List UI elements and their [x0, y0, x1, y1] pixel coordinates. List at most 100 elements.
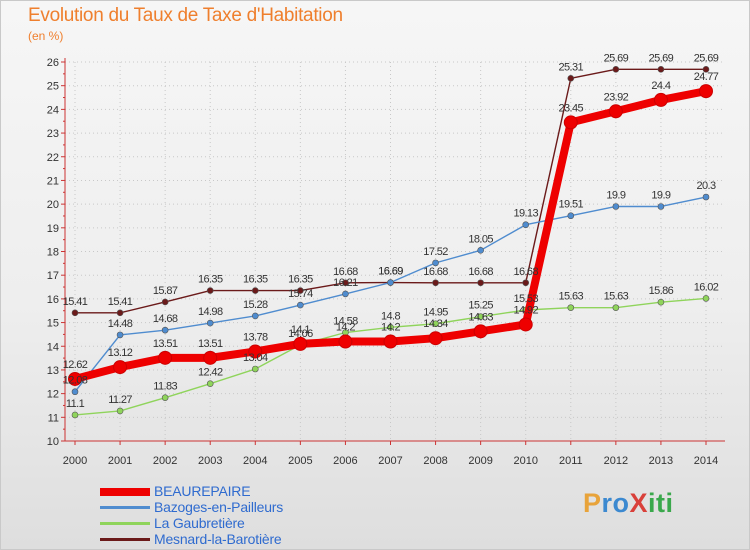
data-label-bazoges-en-pailleurs: 16.21: [333, 277, 358, 289]
x-tick-label: 2014: [694, 455, 718, 467]
data-point-bazoges-en-pailleurs: [342, 290, 349, 298]
data-label-la-gaubretiere: 11.1: [66, 398, 85, 410]
series-layer: [68, 66, 713, 419]
data-point-la-gaubretiere: [116, 407, 124, 415]
x-tick-label: 2000: [63, 455, 87, 467]
data-label-bazoges-en-pailleurs: 15.74: [288, 288, 313, 300]
data-label-mesnard-la-barotiere: 25.69: [649, 52, 674, 64]
y-tick-label: 20: [47, 199, 59, 211]
data-point-bazoges-en-pailleurs: [612, 203, 620, 210]
data-point-bazoges-en-pailleurs: [161, 326, 169, 334]
data-label-bazoges-en-pailleurs: 20.3: [696, 180, 715, 192]
data-point-mesnard-la-barotiere: [116, 309, 124, 317]
data-point-beaurepaire: [113, 360, 128, 375]
data-label-la-gaubretiere: 15.53: [513, 293, 538, 305]
brand-logo: ProXiti: [583, 488, 674, 518]
y-tick-label: 26: [47, 57, 59, 69]
data-point-beaurepaire: [608, 104, 623, 119]
data-point-bazoges-en-pailleurs: [387, 279, 394, 286]
data-point-bazoges-en-pailleurs: [567, 212, 575, 220]
data-label-la-gaubretiere: 14.8: [381, 310, 400, 322]
data-point-la-gaubretiere: [612, 304, 620, 311]
data-point-mesnard-la-barotiere: [342, 279, 349, 287]
data-label-beaurepaire: 23.45: [559, 102, 584, 114]
data-label-la-gaubretiere: 15.25: [468, 300, 493, 312]
data-point-bazoges-en-pailleurs: [206, 319, 214, 327]
y-tick-label: 22: [47, 152, 59, 164]
data-point-beaurepaire: [563, 115, 578, 130]
y-tick-label: 15: [47, 318, 59, 330]
data-label-bazoges-en-pailleurs: 12.08: [63, 375, 88, 387]
data-label-beaurepaire: 12.62: [63, 359, 88, 371]
data-label-beaurepaire: 14.92: [513, 304, 538, 316]
data-label-la-gaubretiere: 14.95: [423, 307, 448, 319]
data-label-bazoges-en-pailleurs: 19.9: [606, 189, 625, 201]
x-tick-label: 2006: [333, 455, 357, 467]
y-tick-label: 18: [47, 247, 59, 259]
data-label-bazoges-en-pailleurs: 14.48: [108, 318, 133, 330]
data-label-la-gaubretiere: 11.27: [108, 394, 132, 406]
data-point-la-gaubretiere: [657, 298, 665, 306]
data-point-beaurepaire: [338, 334, 353, 349]
data-point-la-gaubretiere: [432, 320, 439, 328]
y-tick-label: 23: [47, 128, 59, 140]
data-label-la-gaubretiere: 15.63: [604, 291, 629, 303]
data-point-beaurepaire: [699, 84, 713, 99]
data-point-la-gaubretiere: [702, 295, 710, 302]
data-label-la-gaubretiere: 15.63: [559, 291, 584, 303]
legend-swatch-gaubretiere: [100, 522, 150, 525]
data-label-bazoges-en-pailleurs: 15.28: [243, 299, 268, 311]
x-tick-label: 2002: [153, 455, 177, 467]
data-label-bazoges-en-pailleurs: 14.98: [198, 306, 223, 318]
data-point-beaurepaire: [158, 350, 173, 365]
data-label-mesnard-la-barotiere: 16.68: [468, 266, 493, 278]
y-tick-label: 13: [47, 365, 59, 377]
axis-layer: 10 11 12 13 14 15 16 17 18 19 20 21 22 23 24 25 26 2000 20…: [47, 57, 725, 467]
data-point-mesnard-la-barotiere: [161, 298, 169, 306]
data-label-la-gaubretiere: 13.04: [243, 352, 268, 364]
data-label-beaurepaire: 23.92: [604, 91, 629, 103]
data-point-la-gaubretiere: [161, 394, 169, 401]
data-point-mesnard-la-barotiere: [567, 75, 575, 82]
data-point-beaurepaire: [428, 331, 443, 346]
data-point-bazoges-en-pailleurs: [522, 221, 530, 229]
legend-swatch-mesnard: [100, 538, 150, 541]
data-point-mesnard-la-barotiere: [432, 279, 439, 287]
data-point-bazoges-en-pailleurs: [297, 301, 304, 309]
data-point-la-gaubretiere: [477, 313, 484, 320]
data-point-beaurepaire: [383, 334, 398, 349]
data-label-beaurepaire: 14.2: [381, 322, 400, 334]
data-label-beaurepaire: 14.2: [336, 322, 355, 334]
y-tick-label: 21: [47, 175, 59, 187]
data-point-bazoges-en-pailleurs: [657, 203, 665, 210]
data-label-bazoges-en-pailleurs: 18.05: [468, 233, 493, 245]
data-label-bazoges-en-pailleurs: 17.52: [423, 246, 448, 258]
data-point-beaurepaire: [203, 350, 218, 365]
data-point-la-gaubretiere: [387, 323, 394, 331]
legend-swatch-beaurepaire: [100, 488, 150, 496]
data-label-beaurepaire: 24.77: [694, 71, 719, 83]
data-label-mesnard-la-barotiere: 16.69: [378, 266, 403, 278]
data-point-mesnard-la-barotiere: [251, 287, 259, 294]
x-tick-label: 2004: [243, 455, 267, 467]
x-tick-label: 2005: [288, 455, 312, 467]
data-label-mesnard-la-barotiere: 16.68: [423, 266, 448, 278]
y-tick-label: 10: [47, 436, 59, 448]
data-label-beaurepaire: 24.4: [651, 80, 670, 92]
data-point-bazoges-en-pailleurs: [116, 331, 124, 339]
data-point-beaurepaire: [653, 92, 668, 107]
data-label-mesnard-la-barotiere: 25.69: [604, 52, 629, 64]
data-point-beaurepaire: [473, 324, 488, 339]
data-point-la-gaubretiere: [251, 365, 259, 373]
data-point-bazoges-en-pailleurs: [477, 247, 484, 254]
data-point-bazoges-en-pailleurs: [432, 259, 439, 267]
y-tick-label: 25: [47, 81, 59, 93]
data-label-beaurepaire: 14.1: [291, 324, 310, 336]
data-label-la-gaubretiere: 12.42: [198, 367, 223, 379]
data-label-mesnard-la-barotiere: 16.35: [288, 274, 313, 286]
x-tick-label: 2001: [108, 455, 132, 467]
data-label-la-gaubretiere: 11.83: [153, 381, 177, 393]
data-label-la-gaubretiere: 14.06: [288, 328, 313, 340]
data-label-mesnard-la-barotiere: 16.35: [243, 274, 268, 286]
y-tick-label: 24: [47, 104, 59, 116]
